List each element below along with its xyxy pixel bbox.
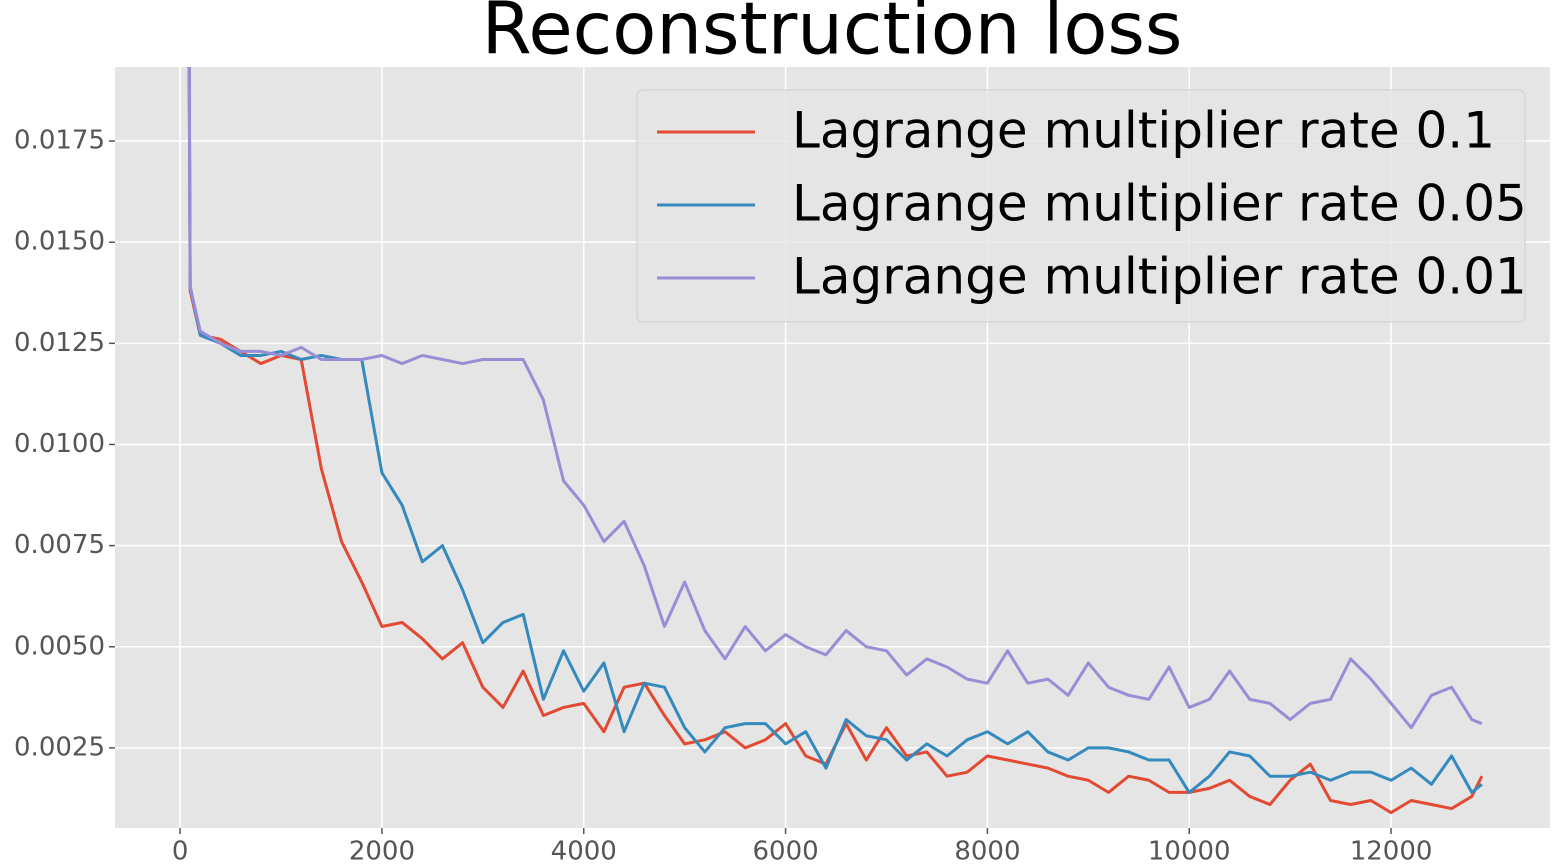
x-tick-label: 2000 bbox=[349, 837, 415, 867]
x-tick-label: 0 bbox=[172, 837, 189, 867]
y-tick-label: 0.0025 bbox=[14, 732, 105, 762]
line-series bbox=[187, 67, 1484, 815]
x-tick-label: 6000 bbox=[752, 837, 818, 867]
line-series bbox=[187, 67, 1483, 794]
x-tick-label: 4000 bbox=[551, 837, 617, 867]
y-tick-label: 0.0075 bbox=[14, 530, 105, 560]
chart-title: Reconstruction loss bbox=[482, 0, 1183, 71]
line-series bbox=[187, 67, 1483, 730]
x-tick-label: 8000 bbox=[954, 837, 1020, 867]
x-tick-label: 10000 bbox=[1148, 837, 1231, 867]
legend-label: Lagrange multiplier rate 0.1 bbox=[792, 102, 1495, 160]
y-tick-label: 0.0150 bbox=[14, 227, 105, 257]
y-tick-label: 0.0175 bbox=[14, 126, 105, 156]
y-tick-label: 0.0050 bbox=[14, 631, 105, 661]
y-tick-label: 0.0100 bbox=[14, 429, 105, 459]
legend-label: Lagrange multiplier rate 0.05 bbox=[792, 175, 1527, 233]
y-tick-label: 0.0125 bbox=[14, 328, 105, 358]
legend-label: Lagrange multiplier rate 0.01 bbox=[792, 248, 1527, 306]
x-tick-label: 12000 bbox=[1350, 837, 1433, 867]
legend-box bbox=[636, 89, 1526, 323]
